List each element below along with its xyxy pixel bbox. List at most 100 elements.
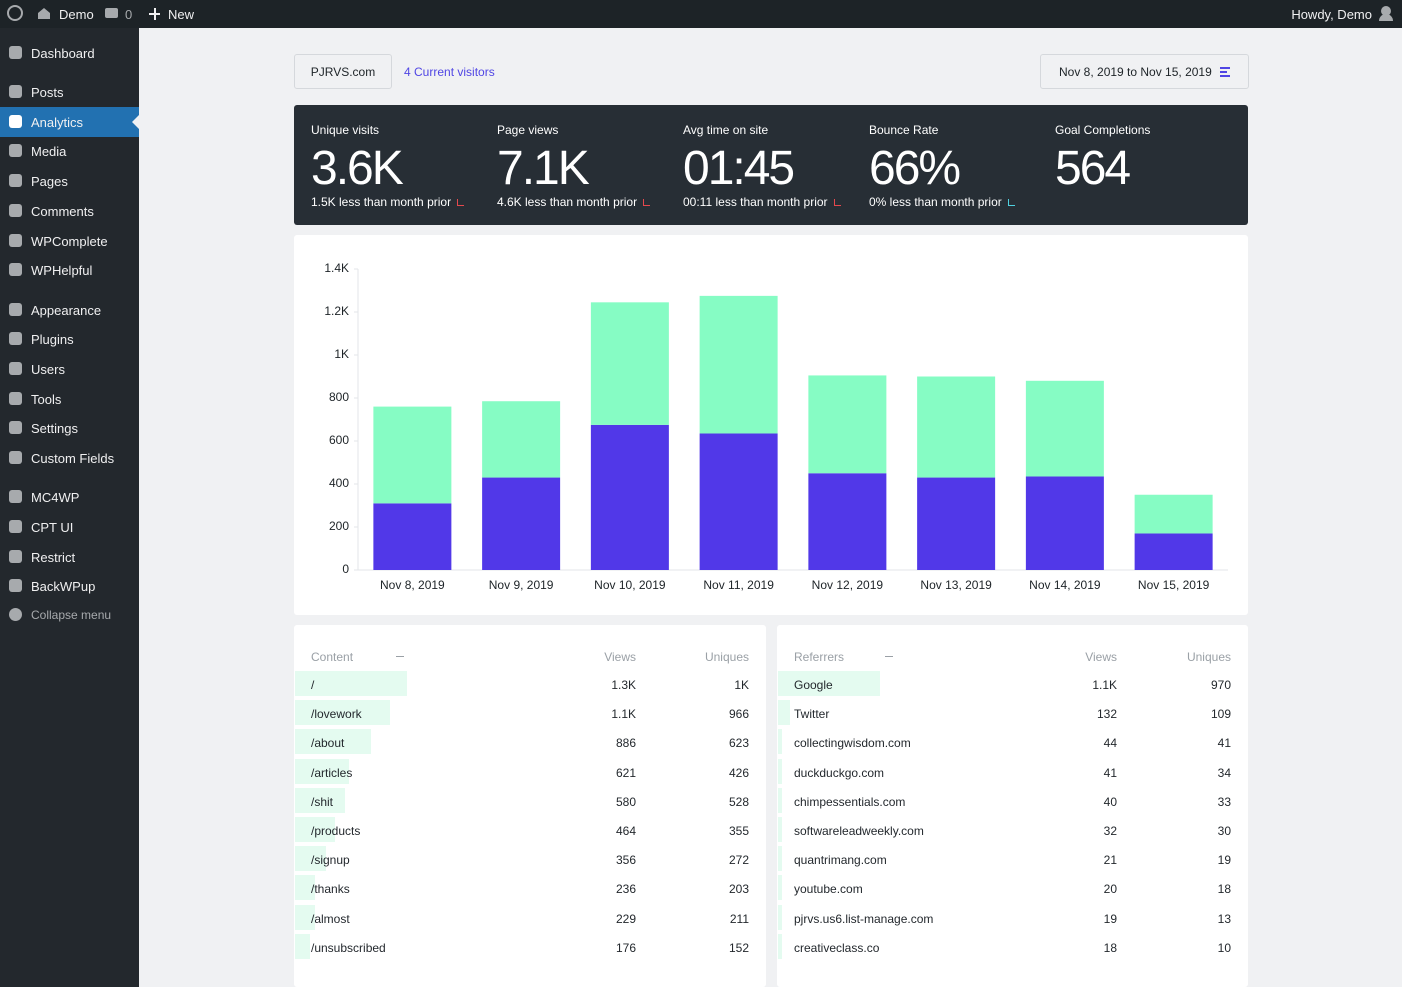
column-header: Views [604, 650, 636, 664]
menu-item[interactable]: Restrict [0, 542, 139, 572]
trend-arrow [643, 199, 651, 207]
row-uniques: 1K [734, 678, 749, 692]
bar-segment [1134, 533, 1213, 570]
row-views: 356 [615, 853, 636, 868]
row-label[interactable]: youtube.com [794, 882, 863, 897]
row-label[interactable]: /about [311, 736, 345, 751]
site-link[interactable]: Demo [59, 7, 94, 22]
menu-item[interactable]: Pages [0, 166, 139, 196]
row-label[interactable]: duckduckgo.com [794, 765, 885, 780]
row-label[interactable]: Twitter [794, 707, 830, 722]
menu-item[interactable]: Plugins [0, 324, 139, 354]
row-label[interactable]: creativeclass.co [794, 940, 880, 955]
row-bar [778, 875, 782, 901]
menu-icon [9, 263, 22, 276]
stat-value: 7.1K [497, 142, 590, 195]
menu-item[interactable]: Settings [0, 413, 139, 443]
trend-arrow [457, 199, 465, 207]
bar-segment [1025, 476, 1104, 570]
current-visitors[interactable]: 4 Current visitors [404, 65, 495, 79]
menu-icon [9, 520, 22, 533]
row-label[interactable]: softwareleadweekly.com [794, 824, 924, 838]
header-arrow[interactable] [396, 656, 404, 657]
column-header: Views [1085, 650, 1117, 664]
row-label[interactable]: /shit [311, 794, 334, 809]
menu-item[interactable]: MC4WP [0, 482, 139, 512]
menu-icon [9, 174, 22, 187]
menu-label: WPComplete [31, 234, 108, 249]
row-bar [778, 671, 880, 696]
header-arrow[interactable] [885, 656, 893, 657]
row-label[interactable]: Google [794, 678, 833, 692]
row-label[interactable]: / [311, 678, 315, 692]
referrers-panel: Referrers Views Uniques Google 1.1K 970 Twitte… [777, 625, 1248, 987]
comment-count[interactable]: 0 [125, 7, 133, 22]
menu-item[interactable]: Analytics [0, 107, 139, 137]
row-views: 32 [1103, 824, 1117, 838]
row-uniques: 152 [728, 940, 749, 955]
row-label[interactable]: /lovework [311, 707, 362, 722]
menu-label: Collapse menu [31, 608, 112, 622]
menu-label: CPT UI [31, 520, 74, 535]
row-views: 18 [1103, 940, 1117, 955]
row-label[interactable]: collectingwisdom.com [794, 736, 911, 751]
menu-item[interactable]: Tools [0, 384, 139, 414]
bar-segment [590, 424, 669, 570]
row-views: 132 [1096, 707, 1117, 722]
row-label[interactable]: /signup [311, 853, 350, 868]
x-tick-label: Nov 12, 2019 [812, 578, 884, 592]
admin-menu: Dashboard Posts Analytics Media Pages Comment… [0, 28, 139, 987]
row-label[interactable]: /thanks [311, 882, 350, 897]
row-views: 621 [615, 765, 636, 780]
menu-item[interactable]: Posts [0, 77, 139, 107]
menu-item[interactable]: Media [0, 136, 139, 166]
row-views: 229 [615, 911, 636, 926]
stat-value: 564 [1055, 142, 1131, 195]
row-label[interactable]: /articles [311, 765, 353, 780]
menu-icon [9, 579, 22, 592]
menu-item[interactable]: Comments [0, 196, 139, 226]
x-tick-label: Nov 11, 2019 [703, 578, 774, 592]
menu-icon [9, 144, 22, 157]
stat: Goal Completions 564 [1055, 105, 1241, 225]
stat-label: Avg time on site [683, 123, 769, 137]
menu-icon [9, 115, 22, 128]
menu-item[interactable]: WPHelpful [0, 255, 139, 285]
menu-item[interactable]: Appearance [0, 295, 139, 325]
menu-item[interactable]: BackWPup [0, 571, 139, 601]
x-tick-label: Nov 9, 2019 [489, 578, 554, 592]
menu-item[interactable]: Dashboard [0, 38, 139, 68]
row-label[interactable]: pjrvs.us6.list-manage.com [794, 911, 934, 926]
row-label[interactable]: quantrimang.com [794, 853, 887, 868]
row-uniques: 10 [1217, 940, 1231, 955]
menu-item[interactable]: Custom Fields [0, 443, 139, 473]
bar-segment [699, 295, 778, 434]
row-uniques: 19 [1217, 853, 1231, 868]
row-label[interactable]: /products [311, 824, 361, 838]
row-uniques: 426 [728, 765, 749, 780]
row-label[interactable]: /unsubscribed [311, 940, 386, 955]
stat-value: 3.6K [311, 142, 404, 195]
row-views: 1.1K [611, 707, 636, 722]
row-label[interactable]: chimpessentials.com [794, 794, 906, 809]
menu-item[interactable]: Users [0, 354, 139, 384]
stat-label: Bounce Rate [869, 123, 939, 137]
stat-label: Unique visits [311, 123, 380, 137]
row-bar [778, 904, 782, 930]
menu-item[interactable]: CPT UI [0, 512, 139, 542]
new-link[interactable]: New [168, 7, 195, 22]
site-box[interactable]: PJRVS.com [294, 54, 392, 89]
date-range-box[interactable]: Nov 8, 2019 to Nov 15, 2019 [1040, 54, 1249, 89]
wp-logo[interactable] [7, 5, 23, 21]
menu-label: WPHelpful [31, 263, 93, 278]
row-bar [295, 729, 372, 755]
stat: Unique visits 3.6K 1.5K less than month pr… [311, 105, 497, 225]
row-label[interactable]: /almost [311, 911, 350, 926]
greeting[interactable]: Howdy, Demo [1291, 7, 1372, 22]
menu-icon-1 [1220, 67, 1230, 69]
menu-item[interactable]: Collapse menu [0, 600, 139, 630]
row-views: 19 [1103, 911, 1117, 926]
menu-item[interactable]: WPComplete [0, 226, 139, 256]
bar-segment [590, 302, 669, 425]
